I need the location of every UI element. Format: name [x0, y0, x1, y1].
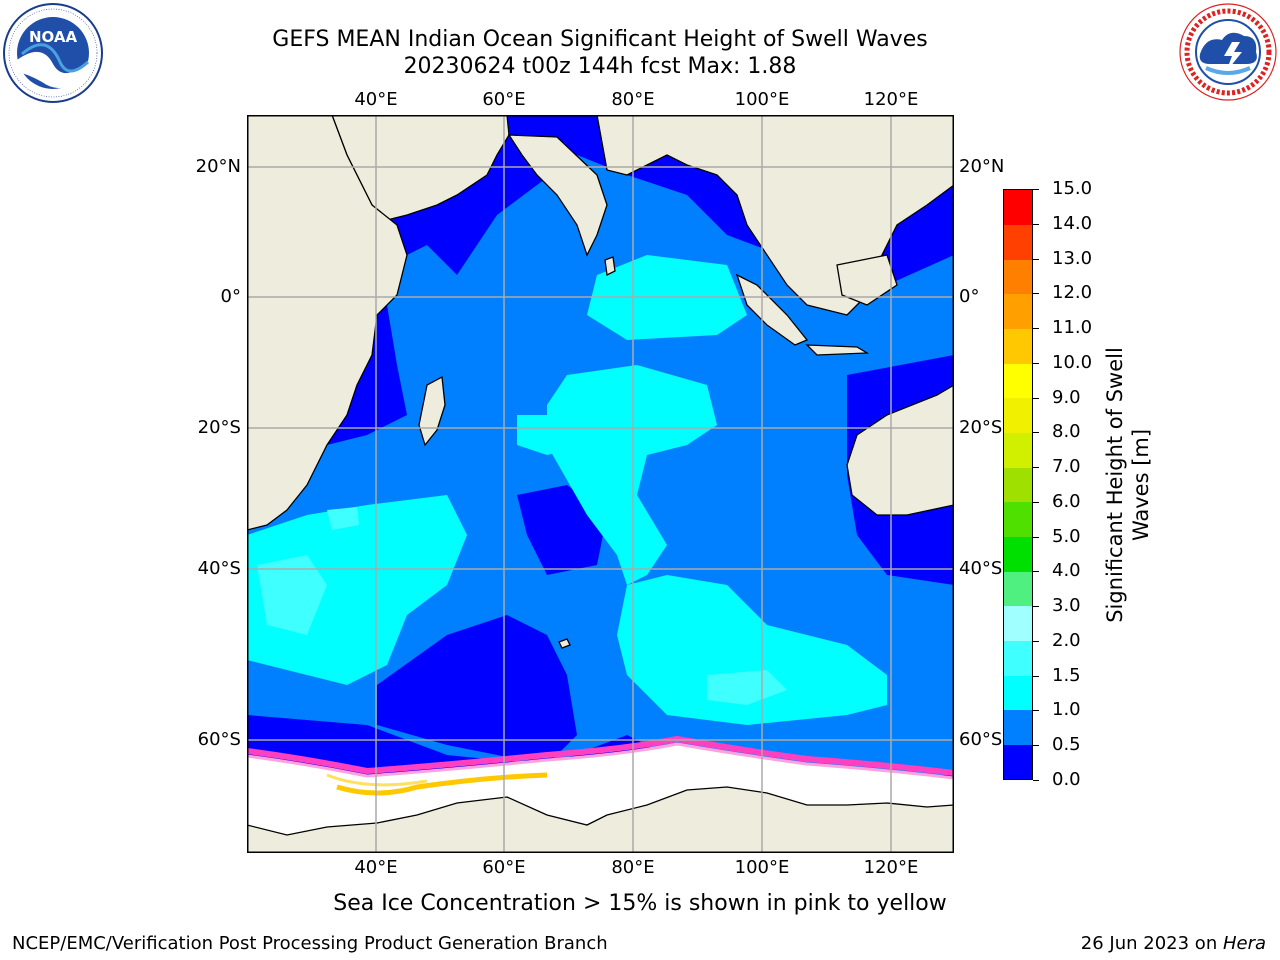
nws-logo-icon	[1179, 3, 1277, 101]
colorbar-segment	[1004, 640, 1032, 676]
colorbar-tick-mark	[1033, 501, 1039, 503]
colorbar-segment	[1004, 709, 1032, 745]
colorbar-title: Significant Height of Swell Waves [m]	[1102, 347, 1154, 623]
colorbar-tick-mark	[1033, 362, 1039, 364]
colorbar-tick-label: 2.0	[1052, 629, 1081, 651]
colorbar-segment	[1004, 744, 1032, 780]
colorbar-tick-label: 0.0	[1052, 769, 1081, 790]
colorbar-segment	[1004, 605, 1032, 641]
lat-tick-right: 60°S	[959, 729, 1003, 750]
colorbar-tick-mark	[1033, 710, 1039, 712]
map-subtitle: 20230624 t00z 144h fcst Max: 1.88	[403, 54, 797, 79]
lon-tick-top: 120°E	[863, 89, 919, 110]
footer-credit: NCEP/EMC/Verification Post Processing Pr…	[12, 933, 608, 954]
lat-tick-right: 0°	[959, 286, 980, 307]
map-frame	[247, 115, 954, 853]
lon-tick-top: 100°E	[734, 89, 790, 110]
lon-tick-bottom: 60°E	[482, 857, 526, 878]
lon-tick-bottom: 40°E	[354, 857, 398, 878]
lat-tick-left: 0°	[220, 286, 241, 307]
colorbar-tick-mark	[1033, 780, 1039, 781]
lat-tick-right: 20°N	[959, 156, 1005, 177]
swell-band-1.5-2.0	[257, 507, 787, 705]
colorbar-tick-mark	[1033, 189, 1039, 190]
colorbar-segment	[1004, 501, 1032, 537]
lon-tick-bottom: 80°E	[611, 857, 655, 878]
colorbar-tick-mark	[1033, 258, 1039, 260]
colorbar-segment	[1004, 190, 1032, 226]
colorbar-tick-label: 6.0	[1052, 490, 1081, 512]
colorbar-tick-label: 9.0	[1052, 386, 1081, 408]
ice-edge-light-yellow	[326, 773, 428, 787]
colorbar-segment	[1004, 224, 1032, 260]
colorbar-segment	[1004, 259, 1032, 295]
colorbar-tick-mark	[1033, 675, 1039, 677]
lat-tick-left: 60°S	[197, 729, 241, 750]
colorbar-tick-mark	[1033, 397, 1039, 399]
colorbar-tick-label: 0.5	[1052, 734, 1081, 756]
lon-tick-top: 80°E	[611, 89, 655, 110]
lon-tick-top: 60°E	[482, 89, 526, 110]
colorbar-tick-label: 1.5	[1052, 664, 1081, 686]
colorbar-segment	[1004, 571, 1032, 607]
map-title: GEFS MEAN Indian Ocean Significant Heigh…	[272, 27, 928, 52]
lat-tick-right: 20°S	[959, 417, 1003, 438]
graticule	[247, 115, 954, 853]
colorbar-tick-label: 7.0	[1052, 456, 1081, 478]
colorbar-tick-label: 5.0	[1052, 525, 1081, 547]
colorbar-title-line1: Significant Height of Swell	[1103, 347, 1127, 623]
colorbar-tick-label: 4.0	[1052, 560, 1081, 582]
colorbar-tick-label: 1.0	[1052, 699, 1081, 721]
swell-band-1.0-1.5	[247, 255, 887, 725]
colorbar-tick-label: 11.0	[1052, 317, 1093, 339]
colorbar-tick-mark	[1033, 745, 1039, 747]
colorbar-tick-label: 8.0	[1052, 421, 1081, 443]
land-masses	[247, 115, 954, 853]
colorbar-tick-label: 3.0	[1052, 595, 1081, 617]
lon-tick-top: 40°E	[354, 89, 398, 110]
colorbar-title-line2: Waves [m]	[1129, 428, 1153, 542]
colorbar-tick-mark	[1033, 223, 1039, 225]
sea-ice-note: Sea Ice Concentration > 15% is shown in …	[333, 891, 947, 916]
ice-edge-pink	[247, 735, 954, 776]
colorbar	[1003, 189, 1033, 780]
colorbar-segment	[1004, 467, 1032, 503]
lat-tick-left: 20°N	[195, 156, 241, 177]
footer-date-text: 26 Jun 2023 on	[1080, 933, 1223, 954]
colorbar-segment	[1004, 536, 1032, 572]
colorbar-tick-mark	[1033, 432, 1039, 434]
footer-host: Hera	[1222, 933, 1266, 954]
lat-tick-left: 20°S	[197, 417, 241, 438]
lat-tick-left: 40°S	[197, 558, 241, 579]
lat-tick-right: 40°S	[959, 558, 1003, 579]
colorbar-tick-mark	[1033, 536, 1039, 538]
indian-ocean-swell-map	[247, 115, 954, 853]
colorbar-tick-mark	[1033, 293, 1039, 295]
colorbar-tick-mark	[1033, 606, 1039, 608]
colorbar-tick-label: 12.0	[1052, 282, 1093, 304]
colorbar-tick-mark	[1033, 571, 1039, 573]
noaa-logo-text: NOAA	[29, 28, 78, 46]
colorbar-segment	[1004, 293, 1032, 330]
footer-date: 26 Jun 2023 on Hera	[1081, 933, 1266, 955]
colorbar-segment	[1004, 328, 1032, 364]
ice-edge-yellow	[336, 772, 548, 796]
colorbar-segment	[1004, 397, 1032, 434]
ice-edge-light-pink	[247, 742, 954, 780]
colorbar-tick-label: 15.0	[1052, 178, 1093, 199]
colorbar-segment	[1004, 363, 1032, 399]
noaa-logo-icon: NOAA	[3, 3, 103, 103]
colorbar-segment	[1004, 675, 1032, 711]
lon-tick-bottom: 120°E	[863, 857, 919, 878]
colorbar-tick-mark	[1033, 328, 1039, 330]
colorbar-segment	[1004, 432, 1032, 468]
lon-tick-bottom: 100°E	[734, 857, 790, 878]
colorbar-tick-mark	[1033, 640, 1039, 642]
colorbar-tick-label: 13.0	[1052, 247, 1093, 269]
colorbar-tick-label: 10.0	[1052, 351, 1093, 373]
colorbar-tick-label: 14.0	[1052, 212, 1093, 234]
colorbar-tick-mark	[1033, 467, 1039, 469]
